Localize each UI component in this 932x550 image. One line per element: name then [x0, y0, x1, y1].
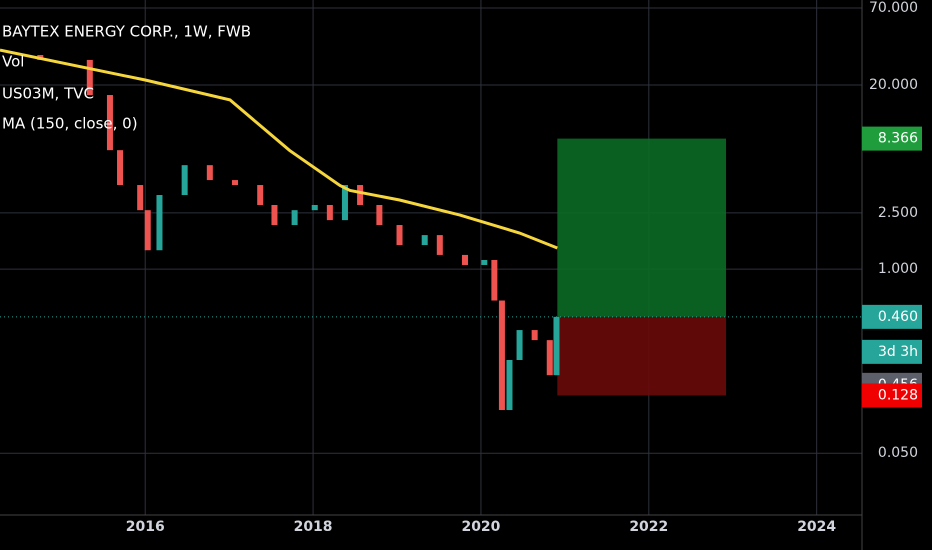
candle — [311, 204, 318, 211]
x-tick-label: 2022 — [629, 519, 668, 535]
x-tick-label: 2018 — [294, 519, 333, 535]
x-tick-label: 2016 — [126, 519, 165, 535]
x-tick-label: 2020 — [461, 519, 500, 535]
price-badge-label: 8.366 — [878, 131, 918, 147]
y-tick-label: 0.050 — [878, 445, 918, 461]
candle — [357, 185, 364, 205]
candle — [506, 359, 513, 411]
plot — [0, 48, 862, 411]
y-tick-label: 1.000 — [878, 261, 918, 277]
candle — [181, 165, 188, 196]
candle — [421, 235, 428, 246]
x-tick-label: 2024 — [797, 519, 836, 535]
candle — [461, 254, 468, 265]
axes: 70.000 20.000 2.500 1.000 0.050 2016 2018 2020 2… — [126, 0, 922, 535]
stop-zone — [557, 316, 727, 396]
candle — [257, 185, 264, 205]
candle — [396, 225, 403, 246]
y-tick-label: 20.000 — [869, 77, 918, 93]
candle — [376, 204, 383, 226]
candle — [326, 204, 333, 221]
candle — [546, 340, 553, 376]
candle — [498, 300, 505, 411]
candle — [232, 180, 239, 186]
price-badge-label: 0.460 — [878, 309, 918, 325]
candle — [291, 210, 298, 226]
moving-average — [0, 48, 558, 250]
price-badge — [862, 126, 922, 151]
price-badge — [862, 339, 922, 364]
candle — [436, 235, 443, 255]
legend-item: US03M, TVC — [2, 85, 94, 103]
price-badge — [862, 383, 922, 408]
target-zone — [557, 138, 727, 317]
candle — [553, 316, 560, 376]
candle — [137, 185, 144, 211]
price-badge-label: 3d 3h — [878, 344, 918, 360]
candle — [516, 330, 523, 360]
candle — [106, 95, 113, 151]
candle — [341, 185, 348, 221]
candle — [86, 59, 93, 96]
legend-item: MA (150, close, 0) — [2, 115, 138, 133]
price-badge — [862, 304, 922, 329]
y-tick-label: 70.000 — [869, 0, 918, 16]
candle — [206, 165, 213, 181]
candle — [481, 260, 488, 265]
candle — [144, 210, 151, 251]
y-tick-label: 2.500 — [878, 205, 918, 221]
candle — [491, 260, 498, 301]
candle — [271, 204, 278, 226]
candle — [531, 330, 538, 341]
legend-item: Vol — [2, 53, 24, 71]
price-badge-label: 0.128 — [878, 387, 918, 403]
candle — [156, 195, 163, 251]
legend-title: BAYTEX ENERGY CORP., 1W, FWB — [2, 23, 251, 41]
candle — [117, 150, 124, 186]
